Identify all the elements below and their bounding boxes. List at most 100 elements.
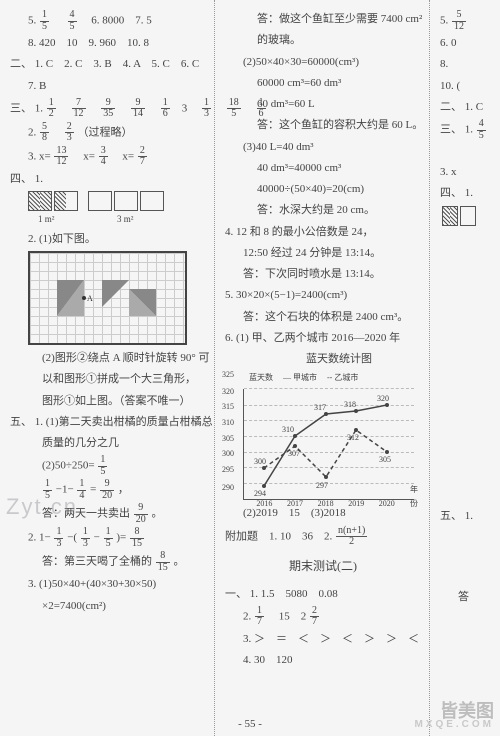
text: 答：第三天喝了全桶的 [42,556,155,568]
fraction: 15 [104,527,113,549]
line: 7. B [10,77,206,96]
line: 12:50 经过 24 分钟是 13:14。 [225,244,421,263]
line: 附加题 1. 10 36 2. n(n+1)2 [225,526,421,548]
line: 2. 58 23 （过程略） [10,122,206,144]
line: (2)50÷250= 15 [10,455,206,477]
line: 3. x= 1312 x= 34 x= 27 [10,146,206,168]
fraction: 920 [100,479,114,501]
line: 10. ( [440,77,492,96]
text: 三、 1. [440,124,476,136]
fraction: 16 [161,98,170,120]
line: 答 [440,588,492,607]
fraction: 15 [40,10,49,32]
box-labels: 1 m² 3 m² [10,212,206,228]
fraction: 12 [47,98,56,120]
line: 答：做这个鱼缸至少需要 7400 cm² [225,10,421,29]
line: (2)50×40×30=60000(cm³) [225,53,421,72]
fraction: 935 [101,98,115,120]
column-3: 5. 512 6. 0 8. 10. ( 二、 1. C 三、 1. 45 3.… [430,0,500,736]
fraction: 45 [68,10,77,32]
line: 40 dm³=40000 cm³ [225,159,421,178]
fraction: n(n+1)2 [336,526,367,548]
text: (2)50÷250= [42,460,95,472]
line: 三、 1. 45 [440,119,492,141]
text: 15 2 [268,610,307,622]
line: 3. x [440,163,492,182]
line: 答：第三天喝了全桶的 815 。 [10,551,206,573]
fraction: 27 [138,146,147,168]
fraction: 712 [72,98,86,120]
text [53,15,64,27]
text: − [94,532,100,544]
box [88,191,112,211]
line: 5. 512 [440,10,492,32]
box [460,206,476,226]
box [54,191,78,211]
line: 2. 1− 13 −( 13 − 15 )= 815 [10,527,206,549]
fraction: 14 [77,479,86,501]
line: 一、 1. 1.5 5080 0.08 [225,585,421,604]
line: 质量的几分之几 [10,434,206,453]
text: 2. 1− [28,532,51,544]
text: = [90,484,96,496]
page-number: - 55 - [238,718,262,730]
label: 1 m² [38,214,54,224]
line: 图形①如上图。（答案不唯一） [10,392,206,411]
fraction: 13 [202,98,211,120]
text: 。 [174,556,185,568]
text: 5. [28,15,39,27]
section-2: 二、 1. C 2. C 3. B 4. A 5. C 6. C [10,55,206,74]
line: 二、 1. C [440,98,492,117]
text: 。 [152,508,163,520]
line: 5. 30×20×(5−1)=2400(cm³) [225,286,421,305]
box [442,206,458,226]
line: 8. 420 10 9. 960 10. 8 [10,34,206,53]
line: 6. 0 [440,34,492,53]
text: x= [72,150,95,162]
box [28,191,52,211]
section-3: 三、 1. 12 712 935 914 16 3 13 185 16 [10,98,206,120]
grid-figure: A [28,251,187,345]
watermark-logo: 皆美图MXQE.COM [414,702,494,730]
line: 以和图形①拼成一个大三角形， [10,370,206,389]
text: 三、 1. [10,102,46,114]
text: 2. [243,610,254,622]
fraction: 13 [81,527,90,549]
text: x= [111,150,134,162]
text: （过程略） [78,126,133,138]
column-1: 5. 15 45 6. 8000 7. 5 8. 420 10 9. 960 1… [0,0,215,736]
fraction: 23 [65,122,74,144]
box-diagram [442,206,492,226]
text: −( [67,532,77,544]
text: )= [116,532,126,544]
fraction: 815 [130,527,144,549]
svg-text:A: A [87,294,93,303]
section-4: 四、 1. [10,170,206,189]
fraction: 58 [40,122,49,144]
line: ×2=7400(cm²) [10,597,206,616]
text: ， [118,484,129,496]
line: 的玻璃。 [225,31,421,50]
text: 3. x= [28,150,51,162]
fraction: 13 [54,527,63,549]
line: 答：这个石块的体积是 2400 cm³。 [225,308,421,327]
line: (3)40 L=40 dm³ [225,138,421,157]
text: 5. [440,15,451,27]
line: 3. ＞ ＝ ＜ ＞ ＜ ＞ ＞ ＜ [225,630,421,649]
triangles-icon: A [30,253,185,343]
text: 6. 8000 7. 5 [80,15,152,27]
exam-title: 期末测试(二) [225,556,421,577]
line-chart: 290 295 300 305 310 315 320 325 2016 201… [243,389,414,500]
line: 4. 30 120 [225,651,421,670]
chart-legend: 蓝天数 — 甲城市 -- 乙城市 [249,371,421,385]
line: 2. 17 15 2 27 [225,606,421,628]
fraction: 17 [255,606,264,628]
fraction: 45 [477,119,486,141]
fraction: 34 [99,146,108,168]
chart-title: 蓝天数统计图 [225,350,421,369]
label: 3 m² [117,214,133,224]
line: 答：这个鱼缸的容积大约是 60 L。 [225,116,421,135]
column-2: 答：做这个鱼缸至少需要 7400 cm² 的玻璃。 (2)50×40×30=60… [215,0,430,736]
line: 5. 15 45 6. 8000 7. 5 [10,10,206,32]
text: 2. [28,126,39,138]
